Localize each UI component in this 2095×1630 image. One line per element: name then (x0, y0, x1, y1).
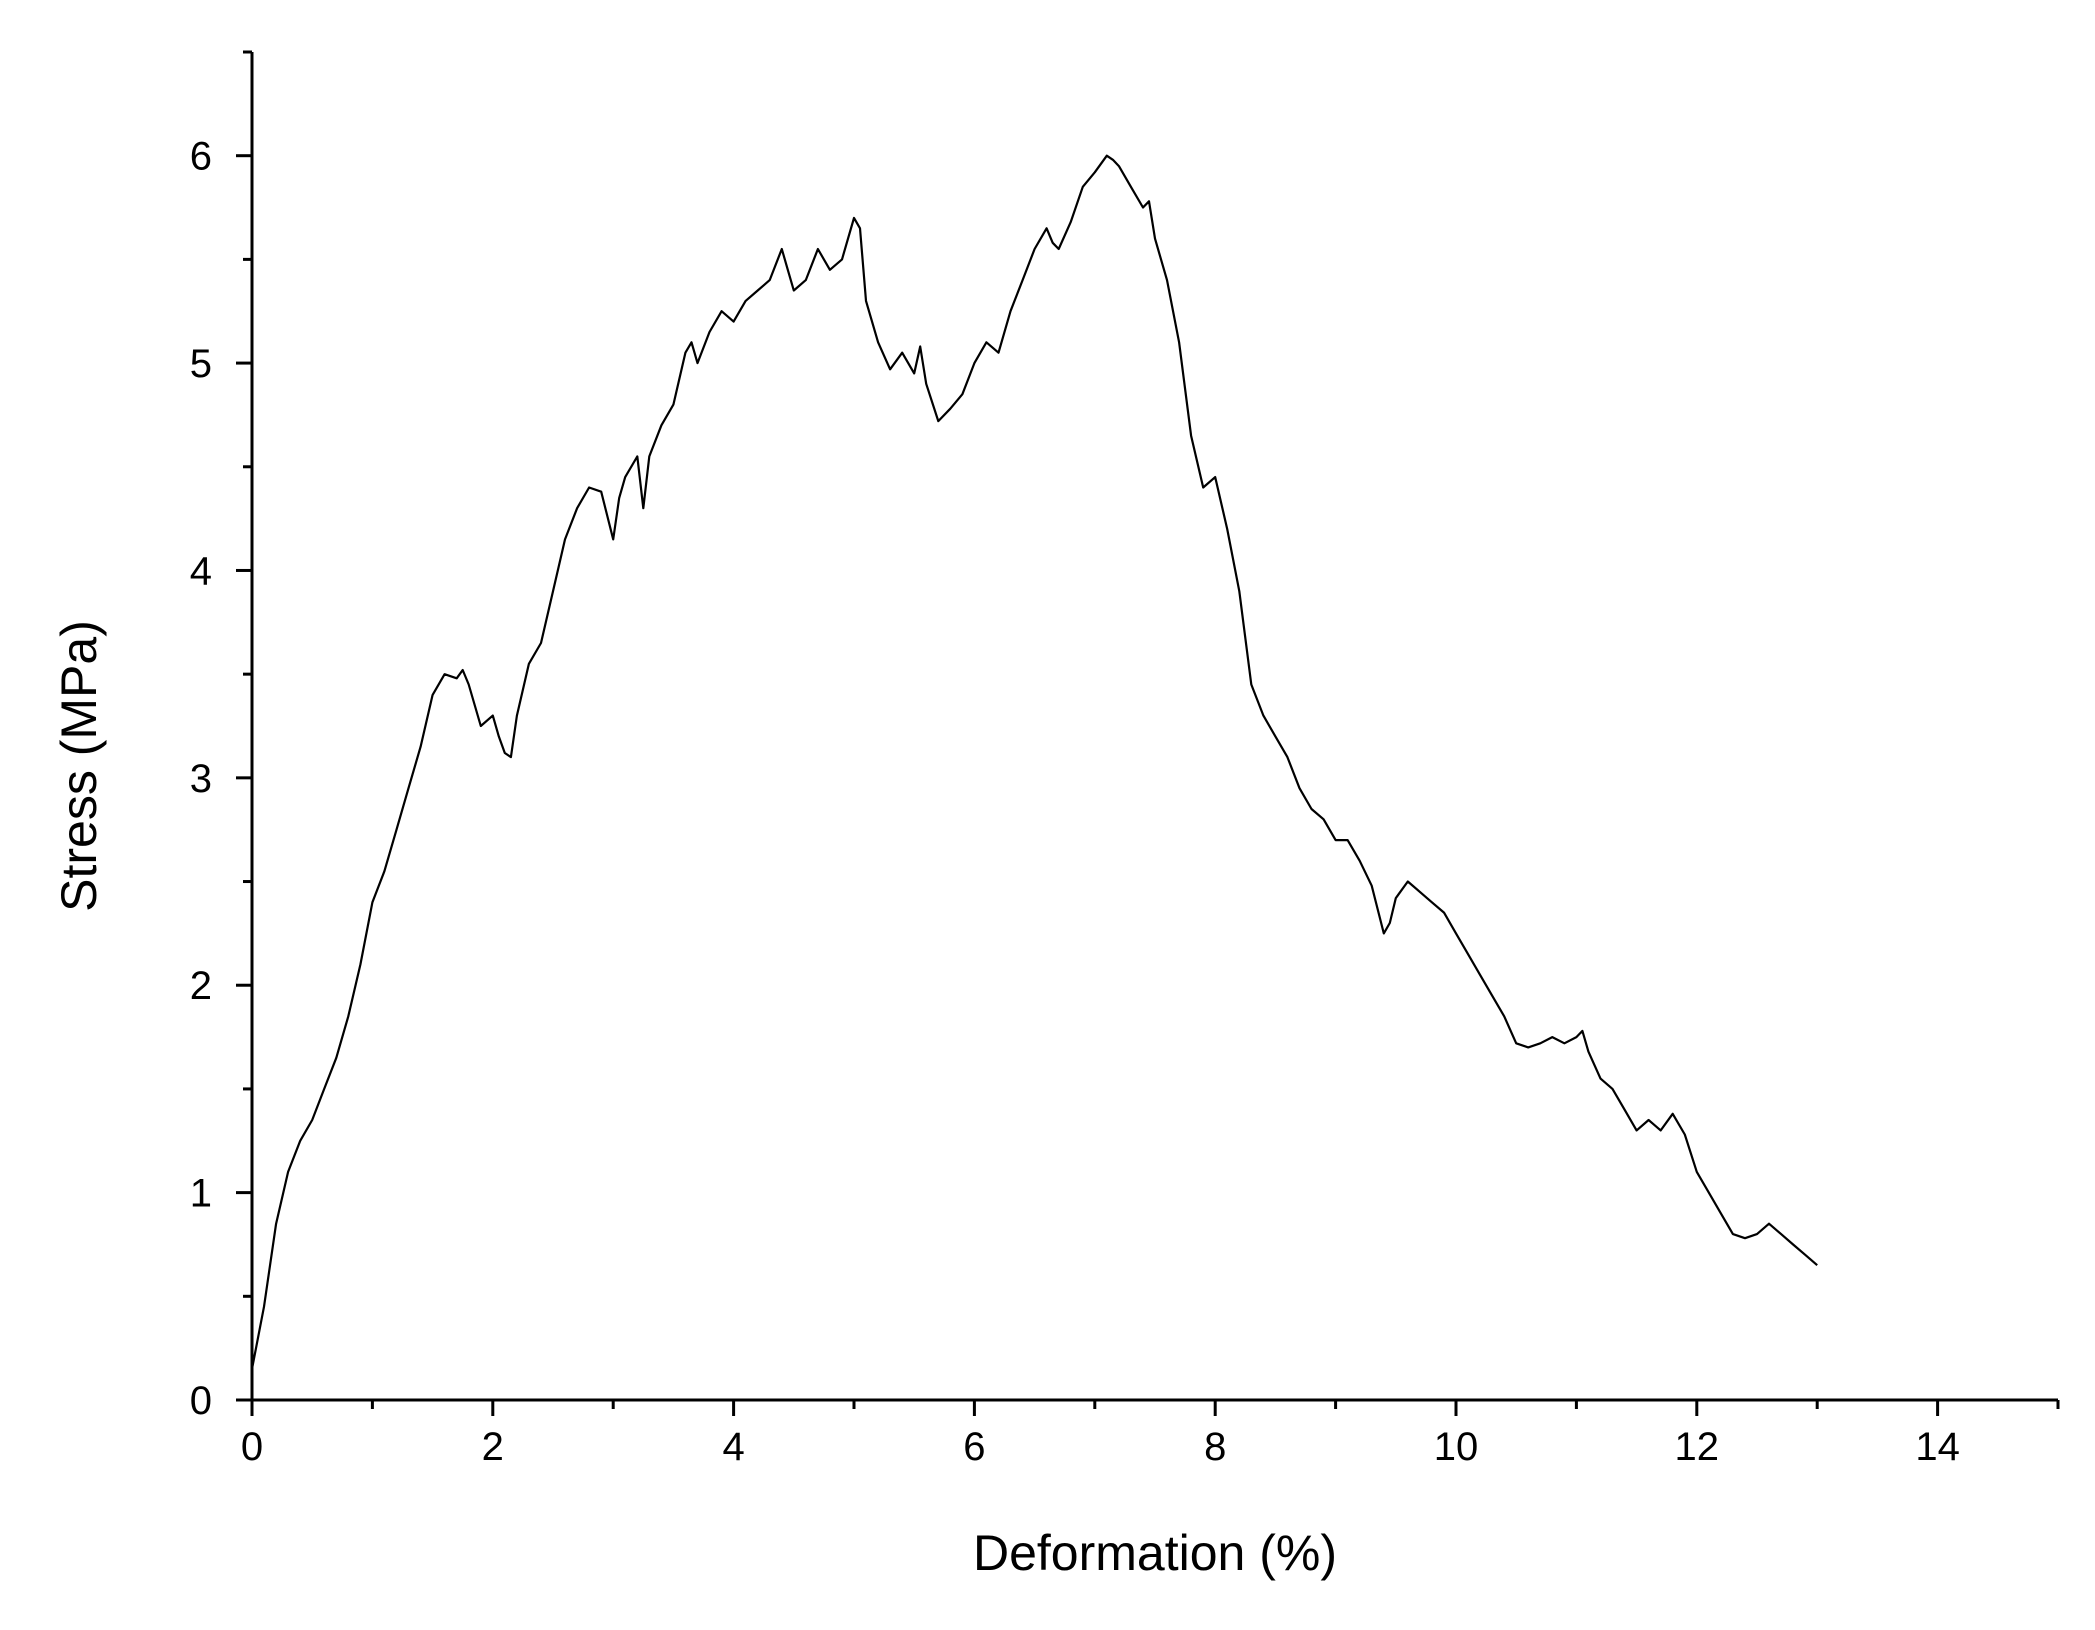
x-tick-label: 2 (482, 1425, 504, 1469)
axes (250, 52, 2058, 1402)
x-tick-label: 8 (1204, 1425, 1226, 1469)
x-tick-label: 0 (241, 1425, 263, 1469)
y-tick-label: 4 (190, 549, 212, 593)
x-tick-label: 12 (1675, 1425, 1720, 1469)
x-tick-label: 14 (1915, 1425, 1960, 1469)
y-tick-label: 2 (190, 964, 212, 1008)
x-tick-label: 6 (963, 1425, 985, 1469)
y-tick-label: 0 (190, 1379, 212, 1423)
y-axis-title: Stress (MPa) (51, 620, 107, 912)
x-tick-label: 4 (722, 1425, 744, 1469)
x-axis-title: Deformation (%) (973, 1525, 1337, 1581)
x-tick-label: 10 (1434, 1425, 1479, 1469)
stress-curve-line (250, 154, 1818, 1370)
y-tick-label: 6 (190, 135, 212, 179)
y-tick-label: 5 (190, 342, 212, 386)
y-tick-label: 3 (190, 757, 212, 801)
ticks (236, 50, 2060, 1416)
y-tick-label: 1 (190, 1172, 212, 1216)
